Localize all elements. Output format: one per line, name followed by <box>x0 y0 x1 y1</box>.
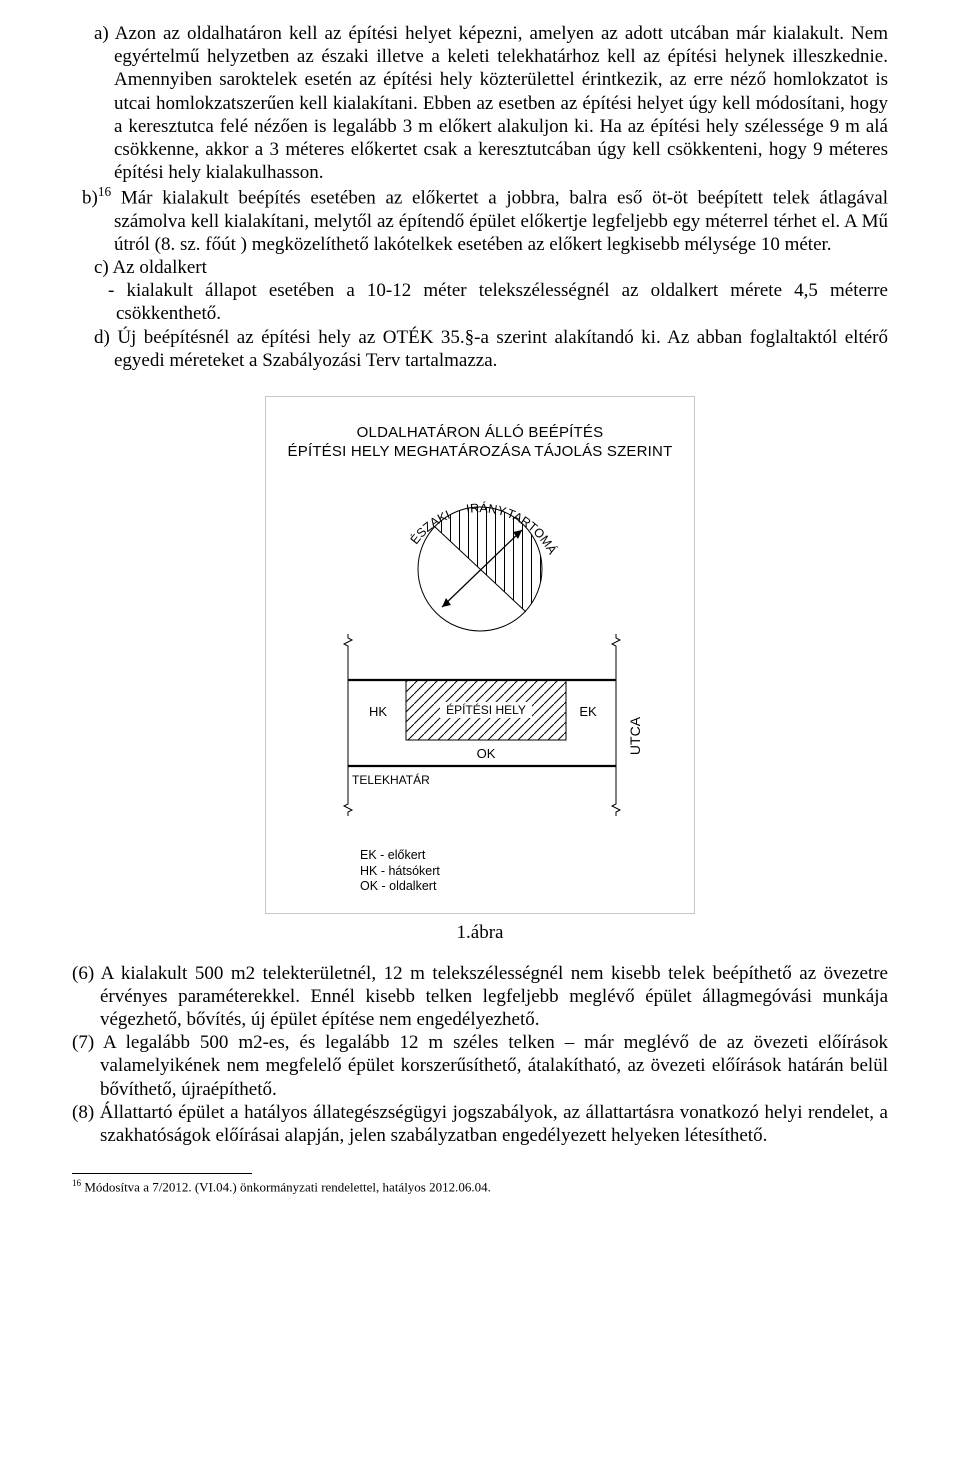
list-item-c: c) Az oldalkert <box>72 256 888 279</box>
figure-title: OLDALHATÁRON ÁLLÓ BEÉPÍTÉS ÉPÍTÉSI HELY … <box>284 423 676 462</box>
figure-caption: 1.ábra <box>72 922 888 944</box>
label-utca: UTCA <box>627 716 643 755</box>
legend-ok: OK - oldalkert <box>360 879 676 895</box>
label-ek: EK <box>579 704 597 719</box>
paragraph-8: (8) Állattartó épület a hatályos állateg… <box>72 1101 888 1147</box>
b-text: Már kialakult beépítés esetében az előke… <box>111 188 888 255</box>
figure-legend: EK - előkert HK - hátsókert OK - oldalke… <box>360 848 676 895</box>
label-telekhatar: TELEKHATÁR <box>352 772 430 787</box>
figure-title-line1: OLDALHATÁRON ÁLLÓ BEÉPÍTÉS <box>357 424 604 441</box>
list-item-d: d) Új beépítésnél az építési hely az OTÉ… <box>72 326 888 372</box>
label-hk: HK <box>369 704 387 719</box>
figure-container: OLDALHATÁRON ÁLLÓ BEÉPÍTÉS ÉPÍTÉSI HELY … <box>265 396 695 914</box>
label-ok: OK <box>477 746 496 761</box>
paragraph-6: (6) A kialakult 500 m2 telekterületnél, … <box>72 962 888 1032</box>
figure-title-line2: ÉPÍTÉSI HELY MEGHATÁROZÁSA TÁJOLÁS SZERI… <box>288 443 673 460</box>
figure-diagram: ÉSZAKI IRÁNY TARTOMÁNY ÉPÍTÉ <box>284 474 676 844</box>
legend-hk: HK - hátsókert <box>360 864 676 880</box>
footnote-separator <box>72 1173 252 1174</box>
footnote-text: Módosítva a 7/2012. (VI.04.) önkormányza… <box>81 1179 491 1194</box>
label-epitesi-hely: ÉPÍTÉSI HELY <box>446 702 526 717</box>
list-item-b: b)16 Már kialakult beépítés esetében az … <box>72 184 888 256</box>
footnote-number: 16 <box>72 1178 81 1188</box>
b-prefix: b) <box>82 188 98 209</box>
list-item-c-sub: - kialakult állapot esetében a 10-12 mét… <box>72 279 888 325</box>
footnote-ref-16: 16 <box>98 184 111 199</box>
list-item-a: a) Azon az oldalhatáron kell az építési … <box>72 22 888 184</box>
legend-ek: EK - előkert <box>360 848 676 864</box>
paragraph-7: (7) A legalább 500 m2-es, és legalább 12… <box>72 1031 888 1101</box>
footnote-16: 16 Módosítva a 7/2012. (VI.04.) önkormán… <box>72 1178 888 1195</box>
